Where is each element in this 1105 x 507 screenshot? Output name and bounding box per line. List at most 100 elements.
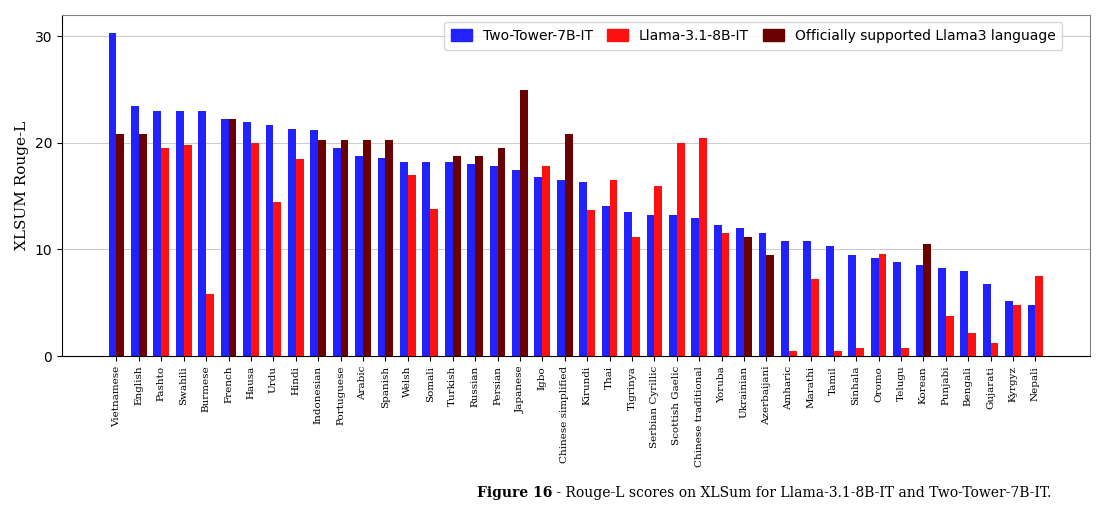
Bar bbox=[139, 134, 147, 356]
Bar bbox=[116, 134, 125, 356]
Bar bbox=[207, 294, 214, 356]
Bar bbox=[183, 145, 191, 356]
Bar bbox=[946, 315, 954, 356]
Text: Figure 16: Figure 16 bbox=[477, 486, 552, 500]
Bar bbox=[893, 262, 901, 356]
Bar bbox=[386, 140, 393, 356]
Bar bbox=[960, 271, 968, 356]
Bar bbox=[811, 279, 819, 356]
Bar bbox=[924, 244, 932, 356]
Bar bbox=[229, 120, 236, 356]
Bar bbox=[364, 165, 371, 356]
Bar bbox=[490, 166, 497, 356]
Bar bbox=[587, 210, 594, 356]
Bar bbox=[520, 90, 528, 356]
Bar bbox=[1028, 305, 1035, 356]
Bar bbox=[722, 234, 729, 356]
Bar bbox=[296, 159, 304, 356]
Bar bbox=[355, 156, 364, 356]
Bar bbox=[430, 209, 438, 356]
Bar bbox=[632, 237, 640, 356]
Bar bbox=[968, 333, 976, 356]
Bar bbox=[789, 351, 797, 356]
Bar bbox=[676, 143, 685, 356]
Bar bbox=[131, 105, 139, 356]
Bar bbox=[535, 177, 543, 356]
Bar bbox=[825, 246, 833, 356]
Bar bbox=[1006, 301, 1013, 356]
Bar bbox=[108, 33, 116, 356]
Bar bbox=[982, 283, 990, 356]
Bar bbox=[767, 255, 775, 356]
Bar bbox=[243, 122, 251, 356]
Bar bbox=[856, 347, 864, 356]
Bar bbox=[400, 162, 408, 356]
Bar bbox=[139, 134, 147, 356]
Text: - Rouge-L scores on XLSum for Llama-3.1-8B-IT and Two-Tower-7B-IT.: - Rouge-L scores on XLSum for Llama-3.1-… bbox=[552, 486, 1052, 500]
Bar bbox=[916, 266, 924, 356]
Bar bbox=[871, 258, 878, 356]
Bar bbox=[938, 268, 946, 356]
Bar bbox=[781, 241, 789, 356]
Bar bbox=[198, 111, 207, 356]
Bar bbox=[497, 148, 505, 356]
Bar bbox=[229, 120, 236, 356]
Bar bbox=[767, 255, 775, 356]
Bar bbox=[453, 156, 461, 356]
Bar bbox=[1013, 305, 1021, 356]
Bar bbox=[610, 180, 618, 356]
Bar bbox=[669, 215, 676, 356]
Bar bbox=[422, 162, 430, 356]
Bar bbox=[340, 140, 348, 356]
Bar bbox=[924, 244, 932, 356]
Bar bbox=[445, 162, 453, 356]
Bar bbox=[497, 148, 505, 356]
Bar bbox=[475, 163, 483, 356]
Bar bbox=[557, 180, 565, 356]
Bar bbox=[654, 186, 662, 356]
Bar bbox=[475, 156, 483, 356]
Bar bbox=[543, 166, 550, 356]
Bar bbox=[565, 134, 572, 356]
Bar bbox=[579, 183, 587, 356]
Bar bbox=[273, 201, 281, 356]
Bar bbox=[154, 111, 161, 356]
Bar bbox=[116, 166, 125, 356]
Bar bbox=[161, 148, 169, 356]
Bar bbox=[364, 140, 371, 356]
Bar bbox=[408, 175, 415, 356]
Bar bbox=[311, 130, 318, 356]
Bar bbox=[602, 206, 610, 356]
Bar bbox=[318, 140, 326, 356]
Bar bbox=[251, 143, 259, 356]
Bar bbox=[833, 351, 842, 356]
Bar bbox=[520, 90, 528, 356]
Bar bbox=[565, 134, 572, 356]
Bar bbox=[378, 158, 386, 356]
Bar bbox=[624, 212, 632, 356]
Bar bbox=[333, 148, 340, 356]
Bar bbox=[646, 215, 654, 356]
Bar bbox=[467, 164, 475, 356]
Bar bbox=[759, 234, 767, 356]
Y-axis label: XLSUM Rouge-L: XLSUM Rouge-L bbox=[15, 121, 29, 250]
Bar bbox=[318, 159, 326, 356]
Bar bbox=[990, 343, 999, 356]
Bar bbox=[736, 228, 744, 356]
Bar bbox=[453, 156, 461, 356]
Bar bbox=[386, 152, 393, 356]
Bar bbox=[221, 120, 229, 356]
Bar bbox=[692, 218, 699, 356]
Bar bbox=[288, 129, 296, 356]
Bar bbox=[744, 237, 751, 356]
Bar bbox=[1035, 276, 1043, 356]
Bar bbox=[878, 254, 886, 356]
Bar bbox=[744, 237, 751, 356]
Bar bbox=[340, 140, 348, 356]
Bar bbox=[849, 255, 856, 356]
Bar bbox=[512, 169, 520, 356]
Legend: Two-Tower-7B-IT, Llama-3.1-8B-IT, Officially supported Llama3 language: Two-Tower-7B-IT, Llama-3.1-8B-IT, Offici… bbox=[444, 22, 1063, 50]
Bar bbox=[803, 241, 811, 356]
Bar bbox=[714, 225, 722, 356]
Bar bbox=[265, 125, 273, 356]
